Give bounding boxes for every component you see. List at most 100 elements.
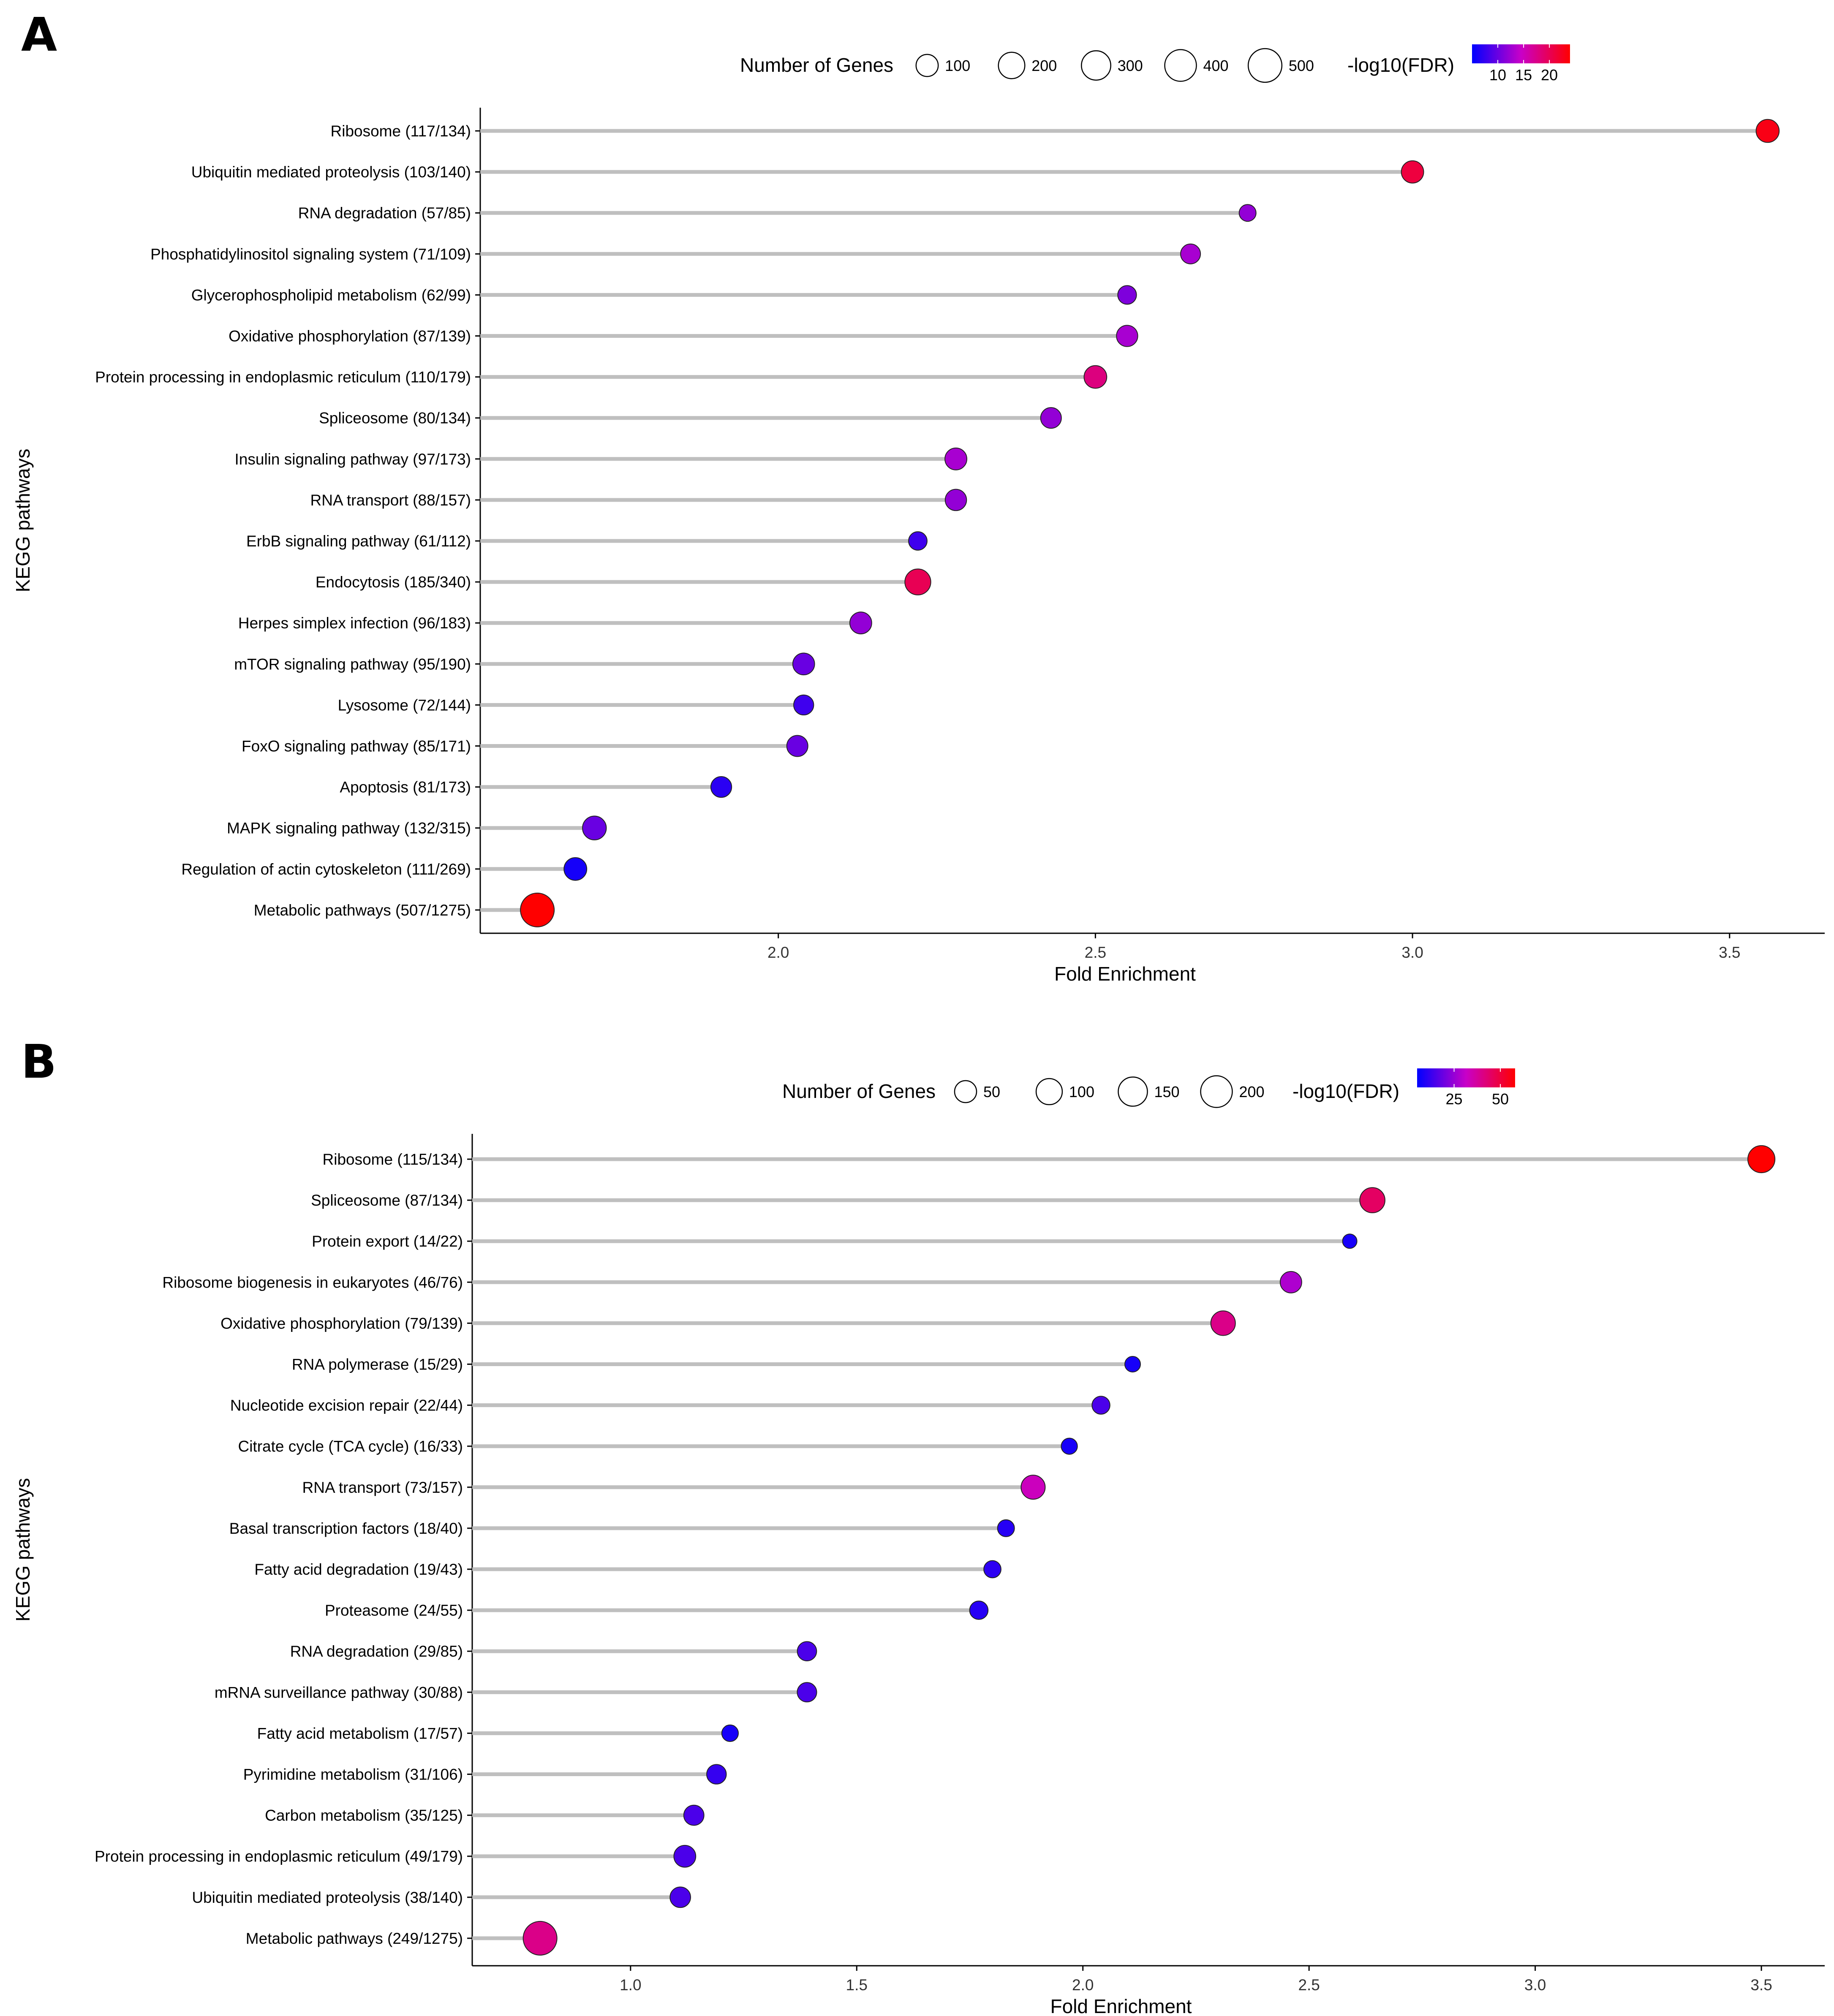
color-legend-tick-label: 50 xyxy=(1492,1090,1509,1108)
size-legend-label: 100 xyxy=(1069,1083,1094,1100)
lollipop-point xyxy=(797,1682,817,1703)
y-tick-label: Apoptosis (81/173) xyxy=(340,779,471,796)
lollipop-point xyxy=(849,611,872,635)
panel-a-letter: A xyxy=(21,8,57,62)
lollipop-point xyxy=(721,1724,739,1742)
y-tick-label: RNA transport (88/157) xyxy=(310,492,471,509)
lollipop-point xyxy=(797,1641,817,1662)
y-tick-label: Basal transcription factors (18/40) xyxy=(229,1520,463,1537)
lollipop-point xyxy=(969,1600,989,1620)
color-legend-tick-label: 20 xyxy=(1541,66,1558,84)
size-legend-label: 150 xyxy=(1154,1083,1179,1100)
lollipop-point xyxy=(1091,1396,1110,1415)
size-legend-circle xyxy=(954,1080,977,1103)
color-legend-title: -log10(FDR) xyxy=(1347,54,1454,76)
color-legend-tick-label: 15 xyxy=(1515,66,1532,84)
y-tick-label: FoxO signaling pathway (85/171) xyxy=(242,738,471,755)
color-legend-bar xyxy=(1472,44,1570,63)
lollipop-point xyxy=(1083,365,1107,389)
x-tick-label: 2.5 xyxy=(1085,944,1106,961)
lollipop-point xyxy=(997,1519,1015,1537)
y-tick-label: Ubiquitin mediated proteolysis (38/140) xyxy=(192,1889,463,1906)
y-tick-label: Protein export (14/22) xyxy=(312,1233,463,1250)
size-legend-label: 200 xyxy=(1031,57,1057,74)
y-tick-label: Ribosome biogenesis in eukaryotes (46/76… xyxy=(162,1274,463,1291)
lollipop-point xyxy=(522,1921,558,1956)
size-legend-circle xyxy=(998,52,1026,79)
x-tick-label: 1.0 xyxy=(620,1976,641,1994)
lollipop-point xyxy=(1040,407,1062,429)
color-legend-tick-label: 25 xyxy=(1446,1090,1463,1108)
x-tick-label: 3.5 xyxy=(1719,944,1740,961)
y-tick-label: Ribosome (115/134) xyxy=(323,1151,463,1168)
size-legend-label: 50 xyxy=(983,1083,1000,1100)
y-tick-label: MAPK signaling pathway (132/315) xyxy=(227,820,471,837)
size-legend-circle xyxy=(1118,1076,1148,1107)
y-tick-label: Oxidative phosphorylation (79/139) xyxy=(220,1315,463,1332)
size-legend-label: 400 xyxy=(1203,57,1228,74)
x-axis-title: Fold Enrichment xyxy=(1054,963,1196,985)
lollipop-point xyxy=(582,815,607,840)
lollipop-point xyxy=(792,652,815,676)
lollipop-point xyxy=(673,1845,697,1868)
x-tick-label: 3.0 xyxy=(1401,944,1423,961)
y-tick-label: RNA transport (73/157) xyxy=(302,1479,463,1496)
y-tick-label: Protein processing in endoplasmic reticu… xyxy=(95,369,471,386)
size-legend-label: 100 xyxy=(945,57,970,74)
y-tick-label: Regulation of actin cytoskeleton (111/26… xyxy=(181,861,471,878)
lollipop-point xyxy=(1061,1437,1078,1455)
size-legend-circle xyxy=(1164,49,1197,82)
y-tick-label: RNA degradation (29/85) xyxy=(290,1643,463,1660)
y-axis-title: KEGG pathways xyxy=(12,1478,34,1622)
y-tick-label: Citrate cycle (TCA cycle) (16/33) xyxy=(238,1438,463,1455)
y-tick-label: RNA degradation (57/85) xyxy=(298,204,471,222)
lollipop-point xyxy=(710,776,732,798)
lollipop-point xyxy=(706,1764,727,1785)
color-legend-bar xyxy=(1417,1068,1515,1087)
size-legend-title: Number of Genes xyxy=(782,1080,936,1102)
size-legend-circle xyxy=(1200,1075,1233,1108)
lollipop-point xyxy=(1116,325,1138,347)
y-tick-label: RNA polymerase (15/29) xyxy=(292,1356,463,1373)
lollipop-point xyxy=(1359,1187,1385,1213)
x-axis-title: Fold Enrichment xyxy=(1050,1995,1192,2016)
y-tick-label: mTOR signaling pathway (95/190) xyxy=(234,655,471,673)
y-tick-label: Lysosome (72/144) xyxy=(338,696,471,714)
y-tick-label: Ribosome (117/134) xyxy=(331,122,471,140)
y-tick-label: Metabolic pathways (249/1275) xyxy=(246,1930,463,1947)
y-tick-label: Insulin signaling pathway (97/173) xyxy=(235,451,471,468)
lollipop-point xyxy=(904,568,931,595)
x-tick-label: 2.0 xyxy=(1072,1976,1094,1994)
size-legend-circle xyxy=(1081,50,1111,81)
color-legend-title: -log10(FDR) xyxy=(1293,1080,1399,1102)
y-axis-title: KEGG pathways xyxy=(12,448,34,592)
lollipop-point xyxy=(683,1804,705,1826)
size-legend-label: 300 xyxy=(1118,57,1143,74)
chart-a: 2.0 2.5 3.0 3.5 Fold Enrichment KEGG pathways… xyxy=(12,44,1825,985)
lollipop-point xyxy=(983,1560,1001,1579)
y-tick-label: Endocytosis (185/340) xyxy=(316,573,471,591)
x-tick-label: 2.0 xyxy=(767,944,789,961)
size-legend-label: 500 xyxy=(1289,57,1314,74)
lollipop-point xyxy=(793,694,814,716)
y-tick-label: Fatty acid degradation (19/43) xyxy=(254,1561,463,1578)
y-tick-label: Pyrimidine metabolism (31/106) xyxy=(243,1766,463,1783)
y-tick-label: Glycerophospholipid metabolism (62/99) xyxy=(191,286,471,304)
lollipop-point xyxy=(1117,285,1137,305)
y-tick-label: Spliceosome (87/134) xyxy=(311,1192,463,1209)
size-legend-title: Number of Genes xyxy=(740,54,893,76)
lollipop-point xyxy=(1238,204,1257,222)
y-tick-label: Spliceosome (80/134) xyxy=(319,410,471,427)
y-tick-label: Phosphatidylinositol signaling system (7… xyxy=(150,245,471,263)
size-legend-circle xyxy=(915,54,939,77)
x-tick-label: 3.5 xyxy=(1750,1976,1772,1994)
y-tick-label: Oxidative phosphorylation (87/139) xyxy=(229,328,471,345)
lollipop-point xyxy=(944,447,968,470)
lollipop-point xyxy=(1124,1356,1141,1373)
lollipop-point xyxy=(563,857,588,881)
y-tick-label: Carbon metabolism (35/125) xyxy=(265,1807,463,1824)
size-legend-label: 200 xyxy=(1239,1083,1264,1100)
y-tick-label: Proteasome (24/55) xyxy=(325,1602,463,1619)
x-tick-label: 1.5 xyxy=(846,1976,868,1994)
